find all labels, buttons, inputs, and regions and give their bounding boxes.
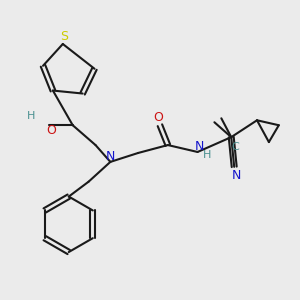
Text: N: N: [106, 150, 115, 164]
Text: H: H: [27, 111, 35, 121]
Text: N: N: [232, 169, 241, 182]
Text: O: O: [46, 124, 56, 137]
Text: H: H: [203, 150, 212, 160]
Text: N: N: [195, 140, 204, 152]
Text: S: S: [60, 30, 68, 43]
Text: O: O: [153, 111, 163, 124]
Text: C: C: [231, 142, 239, 152]
